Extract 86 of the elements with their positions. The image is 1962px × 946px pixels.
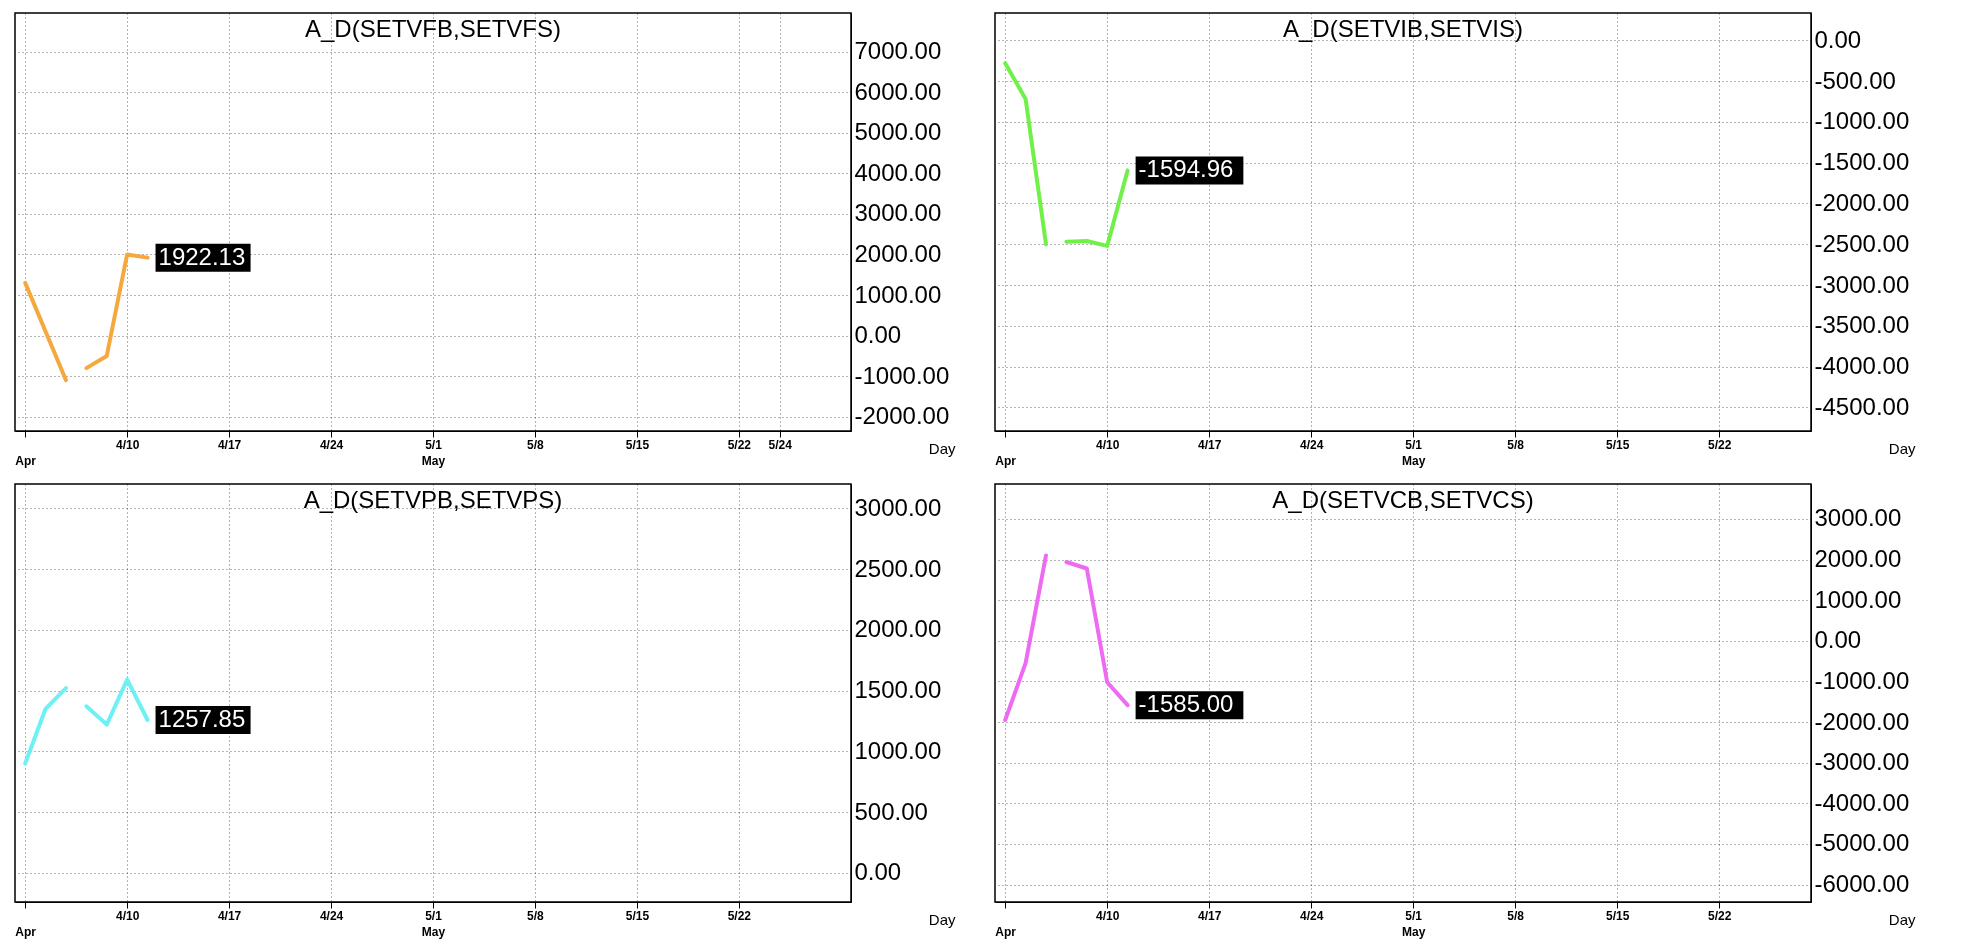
- y-tick-label: 6000.00: [854, 77, 942, 105]
- y-tick-label: -500.00: [1814, 66, 1896, 94]
- x-tick-label: 5/1 May: [1402, 437, 1426, 468]
- x-tick-label: 5/24: [768, 437, 793, 452]
- y-tick-label: 1500.00: [854, 676, 942, 704]
- y-tick-label: -1000.00: [854, 361, 950, 389]
- y-tick-label: -1500.00: [1814, 148, 1910, 176]
- x-axis-title: Day: [928, 910, 956, 928]
- y-tick-label: 0.00: [854, 321, 902, 349]
- x-tick-label: 5/8: [527, 908, 545, 923]
- y-tick-label: -6000.00: [1814, 870, 1910, 898]
- x-tick-label: 4/24: [319, 908, 344, 923]
- y-tick-label: 0.00: [1814, 626, 1862, 654]
- x-tick-label: 5/15: [1606, 908, 1630, 923]
- y-tick-label: -2500.00: [1814, 229, 1910, 257]
- data-label: -1594.96: [1138, 155, 1234, 183]
- y-tick-label: -5000.00: [1814, 829, 1910, 857]
- x-tick-label: 5/15: [625, 437, 650, 452]
- x-tick-label: 4/17: [1198, 437, 1222, 452]
- x-tick-label: 4/10: [1096, 437, 1120, 452]
- y-tick-label: 1000.00: [1814, 585, 1902, 613]
- y-tick-label: -4000.00: [1814, 352, 1910, 380]
- x-tick-label: Apr: [995, 453, 1017, 468]
- y-tick-label: -3000.00: [1814, 270, 1910, 298]
- y-tick-label: 0.00: [1814, 25, 1862, 53]
- y-tick-label: -2000.00: [1814, 707, 1910, 735]
- x-axis-title: Day: [928, 439, 956, 457]
- x-tick-label: 5/1 May: [421, 908, 446, 939]
- x-tick-label: 5/15: [1606, 437, 1630, 452]
- x-axis-title: Day: [1888, 439, 1916, 457]
- x-tick-label: 5/8: [527, 437, 545, 452]
- y-tick-label: 0.00: [854, 858, 902, 886]
- y-tick-label: -4500.00: [1814, 392, 1910, 420]
- x-tick-label: 4/24: [1300, 908, 1324, 923]
- line-series: [84, 252, 150, 371]
- x-tick-label: 5/22: [727, 908, 752, 923]
- y-tick-label: 5000.00: [854, 118, 942, 146]
- x-tick-label: 4/17: [217, 908, 242, 923]
- y-tick-label: 2000.00: [854, 239, 942, 267]
- y-tick-label: 3000.00: [1814, 504, 1902, 532]
- data-label: 1257.85: [158, 704, 246, 732]
- y-tick-label: 1000.00: [854, 736, 942, 764]
- x-tick-label: 5/1 May: [421, 437, 446, 468]
- x-tick-label: Apr: [15, 924, 37, 939]
- x-tick-label: 4/17: [1198, 908, 1222, 923]
- data-label: -1585.00: [1138, 690, 1234, 718]
- y-tick-label: 2000.00: [1814, 545, 1902, 573]
- line-series: [1064, 168, 1130, 248]
- x-tick-label: Apr: [15, 453, 37, 468]
- x-tick-label: 5/22: [1708, 437, 1732, 452]
- x-tick-label: 5/15: [625, 908, 650, 923]
- x-tick-label: Apr: [995, 924, 1017, 939]
- chart-title: A_D(SETVFB,SETVFS): [304, 15, 562, 42]
- x-tick-label: 4/10: [1096, 908, 1120, 923]
- y-tick-label: -1000.00: [1814, 107, 1910, 135]
- y-tick-label: -1000.00: [1814, 666, 1910, 694]
- y-tick-label: 2000.00: [854, 615, 942, 643]
- y-tick-label: 2500.00: [854, 554, 942, 582]
- data-label: 1922.13: [158, 242, 246, 270]
- y-tick-label: 1000.00: [854, 280, 942, 308]
- y-tick-label: 3000.00: [854, 493, 942, 521]
- x-tick-label: 4/10: [115, 437, 140, 452]
- y-tick-label: -4000.00: [1814, 788, 1910, 816]
- x-tick-label: 5/1 May: [1402, 908, 1426, 939]
- y-tick-label: -2000.00: [1814, 188, 1910, 216]
- y-tick-label: 7000.00: [854, 37, 942, 65]
- x-tick-label: 5/22: [1708, 908, 1732, 923]
- x-tick-label: 4/24: [1300, 437, 1324, 452]
- chart-title: A_D(SETVCB,SETVCS): [1272, 486, 1534, 513]
- x-tick-label: 5/8: [1507, 908, 1525, 923]
- y-tick-label: -3000.00: [1814, 748, 1910, 776]
- x-tick-label: 4/17: [217, 437, 242, 452]
- x-tick-label: 4/10: [115, 908, 140, 923]
- chart-title: A_D(SETVPB,SETVPS): [303, 486, 563, 513]
- x-tick-label: 4/24: [319, 437, 344, 452]
- y-tick-label: 3000.00: [854, 199, 942, 227]
- x-tick-label: 5/22: [727, 437, 752, 452]
- chart-title: A_D(SETVIB,SETVIS): [1282, 15, 1524, 42]
- y-tick-label: -3500.00: [1814, 311, 1910, 339]
- y-tick-label: 500.00: [854, 797, 928, 825]
- y-tick-label: 4000.00: [854, 158, 942, 186]
- x-tick-label: 5/8: [1507, 437, 1525, 452]
- line-series: [1064, 559, 1130, 708]
- x-axis-title: Day: [1888, 910, 1916, 928]
- line-series: [84, 677, 150, 727]
- y-tick-label: -2000.00: [854, 402, 950, 430]
